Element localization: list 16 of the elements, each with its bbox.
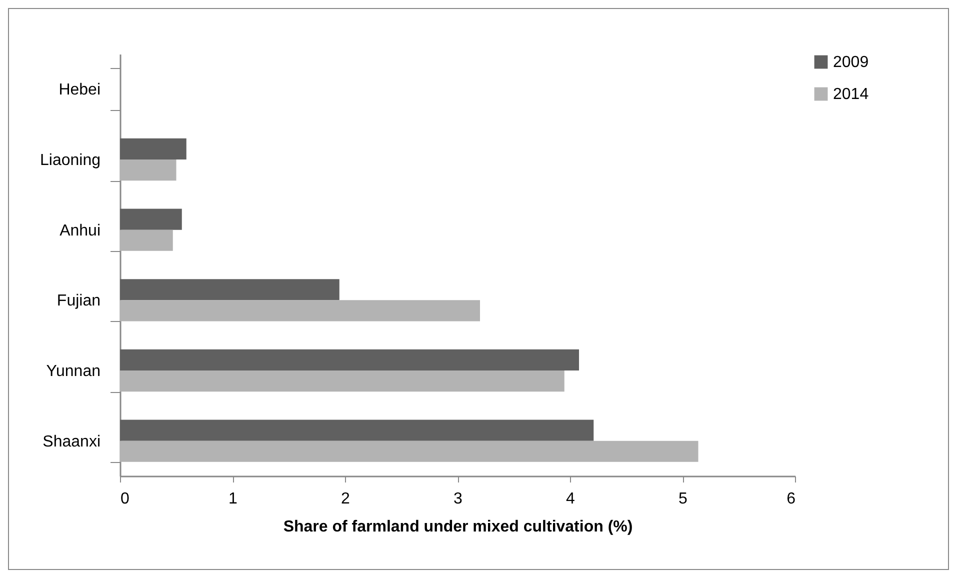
y-tick-label: Hebei	[58, 82, 100, 99]
x-tick-label: 0	[120, 490, 130, 508]
legend-label: 2014	[833, 86, 869, 103]
y-tick-label: Shaanxi	[42, 433, 100, 450]
y-tick-label: Yunnan	[46, 363, 100, 380]
x-axis-title: Share of farmland under mixed cultivation (%)	[283, 518, 633, 536]
x-tick-label: 6	[786, 490, 796, 508]
x-tick-label: 5	[678, 490, 688, 508]
y-tick-label: Anhui	[60, 222, 100, 240]
x-tick-label: 2	[341, 490, 350, 508]
legend-label: 2009	[833, 54, 869, 71]
y-tick-label: Liaoning	[40, 152, 100, 169]
x-tick-label: 1	[228, 490, 238, 508]
x-tick-label: 3	[454, 490, 463, 508]
y-tick-label: Fujian	[56, 292, 100, 310]
x-tick-label: 4	[566, 490, 576, 508]
